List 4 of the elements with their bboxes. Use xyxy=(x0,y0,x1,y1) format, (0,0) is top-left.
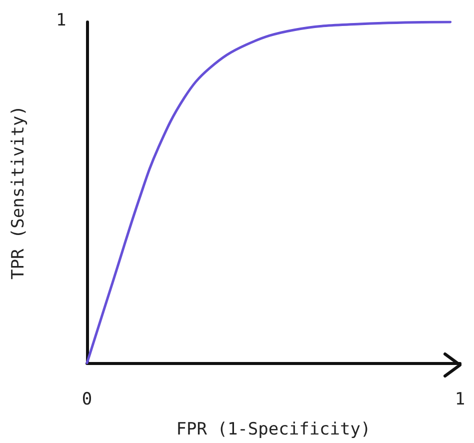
x-tick-label: 0 xyxy=(82,390,92,410)
x-axis-title: FPR (1-Specificity) xyxy=(176,420,371,440)
y-axis-title: TPR (Sensitivity) xyxy=(8,106,28,280)
text: 1 xyxy=(56,10,66,30)
